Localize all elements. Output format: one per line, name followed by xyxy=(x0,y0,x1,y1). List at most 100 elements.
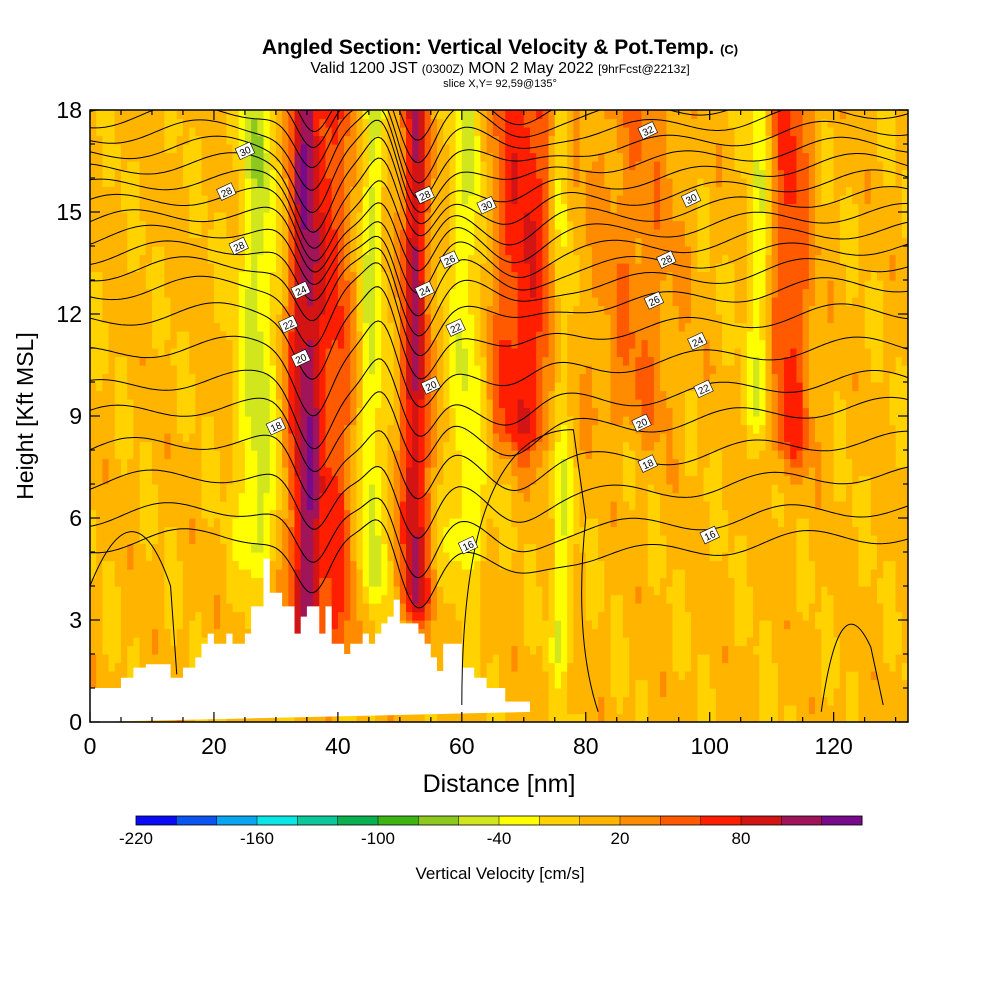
velocity-cell xyxy=(468,611,475,621)
velocity-cell xyxy=(746,713,754,722)
velocity-cell xyxy=(610,594,618,604)
velocity-cell xyxy=(337,509,345,519)
velocity-cell xyxy=(877,450,884,460)
velocity-cell xyxy=(523,569,531,579)
velocity-cell xyxy=(715,424,723,434)
velocity-cell xyxy=(114,586,122,596)
velocity-cell xyxy=(684,628,692,638)
velocity-cell xyxy=(740,416,748,426)
velocity-cell xyxy=(622,416,630,426)
velocity-cell xyxy=(542,441,550,451)
velocity-cell xyxy=(771,611,779,621)
velocity-cell xyxy=(145,569,153,579)
velocity-cell xyxy=(753,518,760,528)
velocity-cell xyxy=(505,509,512,519)
velocity-cell xyxy=(542,637,550,647)
velocity-cell xyxy=(728,467,736,477)
velocity-cell xyxy=(511,637,519,647)
velocity-cell xyxy=(486,560,494,570)
velocity-cell xyxy=(833,484,841,494)
velocity-cell xyxy=(511,518,519,528)
velocity-cell xyxy=(182,526,190,536)
velocity-cell xyxy=(709,475,717,485)
velocity-cell xyxy=(182,603,190,613)
velocity-cell xyxy=(263,433,271,443)
velocity-cell xyxy=(176,399,184,409)
velocity-cell xyxy=(486,424,494,434)
velocity-cell xyxy=(684,586,692,596)
velocity-cell xyxy=(554,611,562,621)
velocity-cell xyxy=(114,407,122,417)
velocity-cell xyxy=(114,679,122,689)
velocity-cell xyxy=(666,603,674,613)
velocity-cell xyxy=(802,416,810,426)
velocity-cell xyxy=(666,671,674,681)
velocity-cell xyxy=(647,560,655,570)
velocity-cell xyxy=(839,569,847,579)
velocity-cell xyxy=(133,603,141,613)
velocity-cell xyxy=(492,569,500,579)
velocity-cell xyxy=(344,526,351,536)
velocity-cell xyxy=(567,560,574,570)
velocity-cell xyxy=(108,654,116,664)
velocity-cell xyxy=(145,577,153,587)
velocity-cell xyxy=(375,492,382,502)
velocity-cell xyxy=(480,620,488,630)
velocity-cell xyxy=(660,399,667,409)
velocity-cell xyxy=(870,416,878,426)
velocity-cell xyxy=(356,450,364,460)
velocity-cell xyxy=(864,424,872,434)
velocity-cell xyxy=(641,705,649,715)
velocity-cell xyxy=(573,509,581,519)
velocity-cell xyxy=(511,407,519,417)
velocity-cell xyxy=(877,492,884,502)
velocity-cell xyxy=(548,654,556,664)
velocity-cell xyxy=(529,407,537,417)
velocity-cell xyxy=(579,458,587,468)
velocity-cell xyxy=(511,552,519,562)
velocity-cell xyxy=(901,620,908,630)
velocity-cell xyxy=(145,611,153,621)
velocity-cell xyxy=(641,611,649,621)
velocity-cell xyxy=(889,628,897,638)
velocity-cell xyxy=(796,569,804,579)
velocity-cell xyxy=(660,594,667,604)
velocity-cell xyxy=(703,688,711,698)
velocity-cell xyxy=(486,399,494,409)
velocity-cell xyxy=(492,399,500,409)
velocity-cell xyxy=(852,424,860,434)
velocity-cell xyxy=(864,577,872,587)
velocity-cell xyxy=(598,705,605,715)
velocity-cell xyxy=(734,450,742,460)
velocity-cell xyxy=(474,424,482,434)
velocity-cell xyxy=(864,416,872,426)
velocity-cell xyxy=(158,560,165,570)
velocity-cell xyxy=(722,543,729,553)
velocity-cell xyxy=(802,705,810,715)
velocity-cell xyxy=(381,399,389,409)
velocity-cell xyxy=(350,611,358,621)
velocity-cell xyxy=(734,518,742,528)
velocity-cell xyxy=(740,492,748,502)
velocity-cell xyxy=(653,467,661,477)
velocity-cell xyxy=(269,399,277,409)
velocity-cell xyxy=(176,611,184,621)
velocity-cell xyxy=(833,560,841,570)
velocity-cell xyxy=(418,441,426,451)
velocity-cell xyxy=(846,560,853,570)
velocity-cell xyxy=(790,484,798,494)
velocity-cell xyxy=(579,569,587,579)
velocity-cell xyxy=(542,492,550,502)
velocity-cell xyxy=(895,645,903,655)
velocity-cell xyxy=(523,645,531,655)
velocity-cell xyxy=(821,509,829,519)
velocity-cell xyxy=(740,501,748,511)
velocity-cell xyxy=(220,433,227,443)
velocity-cell xyxy=(548,441,556,451)
velocity-cell xyxy=(672,577,680,587)
velocity-cell xyxy=(746,458,754,468)
velocity-cell xyxy=(610,552,618,562)
velocity-cell xyxy=(753,688,760,698)
velocity-cell xyxy=(846,552,853,562)
velocity-cell xyxy=(610,509,618,519)
